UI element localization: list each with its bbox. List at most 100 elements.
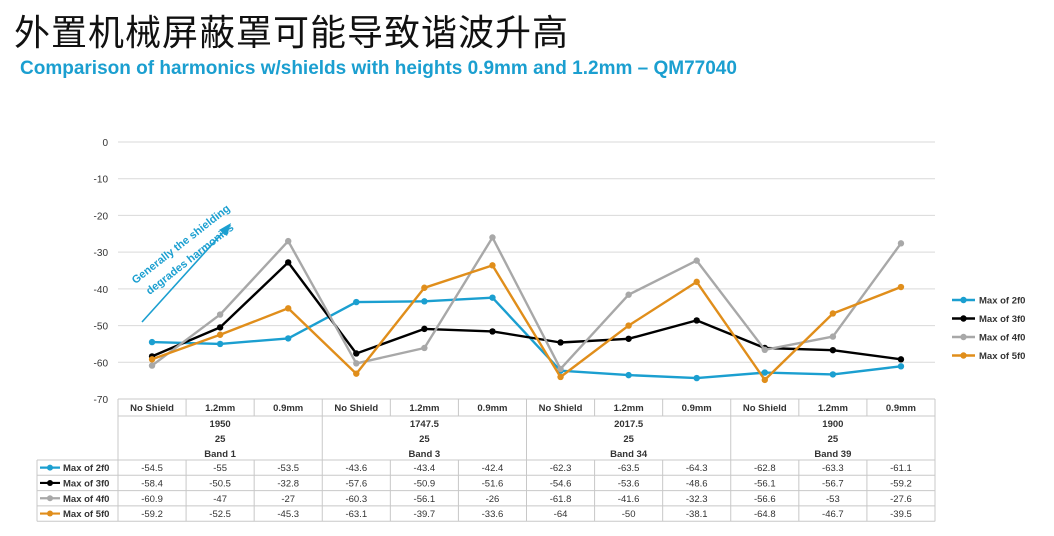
legend-marker-key xyxy=(960,352,967,359)
data-point xyxy=(421,298,428,305)
category-label: No Shield xyxy=(334,403,378,414)
data-point xyxy=(489,262,496,269)
table-cell-value: -57.6 xyxy=(345,478,367,489)
table-row-marker-key xyxy=(47,479,53,486)
table-cell-value: -63.5 xyxy=(618,463,640,474)
group-label-band: Band 3 xyxy=(409,449,441,460)
annotation-arrow xyxy=(141,228,227,323)
data-point xyxy=(489,234,496,241)
group-label-bw: 25 xyxy=(623,434,634,445)
table-cell-value: -52.5 xyxy=(209,509,231,520)
y-axis: 0 -10 -20 -30 -40 -50 -60 -70 xyxy=(94,138,109,406)
table-cell-value: -39.7 xyxy=(414,509,436,520)
data-point xyxy=(897,356,905,363)
table-cell-value: -60.3 xyxy=(345,494,367,505)
data-point xyxy=(421,284,428,291)
table-cell-value: -45.3 xyxy=(277,509,299,520)
data-point xyxy=(353,298,360,306)
data-point xyxy=(285,335,292,342)
table-cell-value: -33.6 xyxy=(482,509,504,520)
table-row-marker-key xyxy=(47,510,53,517)
data-point xyxy=(216,340,224,348)
data-point xyxy=(829,371,837,378)
category-label: 1.2mm xyxy=(818,403,848,414)
data-point xyxy=(897,240,905,247)
y-tick-label: -60 xyxy=(94,358,109,369)
annotation-arrowhead xyxy=(219,223,231,236)
series-line-max-of-5f0 xyxy=(151,264,902,382)
category-label: 0.9mm xyxy=(682,403,712,414)
table-cell-value: -63.3 xyxy=(822,463,844,474)
data-point xyxy=(625,335,632,342)
data-point xyxy=(285,259,292,266)
table-cell-value: -54.6 xyxy=(550,478,572,489)
table-cell-value: -32.8 xyxy=(277,478,299,489)
table-row-marker-key xyxy=(47,495,53,502)
group-label-bw: 25 xyxy=(215,434,226,445)
table-cell-value: -63.1 xyxy=(345,509,367,520)
table-cell-value: -64.3 xyxy=(686,463,708,474)
data-point xyxy=(489,294,496,301)
category-label: 0.9mm xyxy=(273,403,303,414)
data-point xyxy=(693,317,700,324)
group-label-freq: 1900 xyxy=(822,419,843,430)
group-label-freq: 1950 xyxy=(210,419,231,430)
page-subtitle: Comparison of harmonics w/shields with h… xyxy=(20,58,737,79)
annotation: Generally the shielding degrades harmoni… xyxy=(130,203,236,323)
y-tick-label: 0 xyxy=(102,138,108,149)
data-table: No Shield 1.2mm 0.9mm No Shield 1.2mm 0.9mm No… xyxy=(36,398,936,522)
table-cell-value: -59.2 xyxy=(890,478,912,489)
series-line-max-of-4f0 xyxy=(151,236,902,371)
y-tick-label: -70 xyxy=(94,395,109,406)
data-point xyxy=(897,363,905,370)
legend-label: Max of 3f0 xyxy=(979,314,1025,325)
legend-marker-key xyxy=(960,296,967,304)
category-label: No Shield xyxy=(130,403,174,414)
table-row-label: Max of 3f0 xyxy=(63,478,109,489)
table-cell-value: -50.9 xyxy=(414,478,436,489)
group-label-band: Band 39 xyxy=(814,449,851,460)
data-point xyxy=(216,311,224,318)
group-label-bw: 25 xyxy=(828,434,839,445)
table-cell-value: -64.8 xyxy=(754,509,776,520)
data-point xyxy=(421,344,428,352)
data-point xyxy=(557,339,564,346)
data-point xyxy=(625,291,632,298)
y-tick-label: -10 xyxy=(94,175,109,186)
table-cell-value: -62.8 xyxy=(754,463,776,474)
legend-marker-key xyxy=(960,333,967,341)
data-point xyxy=(693,257,700,264)
data-point xyxy=(625,322,632,329)
table-row-label: Max of 5f0 xyxy=(63,509,109,520)
table-cell-value: -56.1 xyxy=(414,494,436,505)
table-row-label: Max of 4f0 xyxy=(63,494,109,505)
table-cell-value: -56.1 xyxy=(754,478,776,489)
legend-label: Max of 5f0 xyxy=(979,351,1025,362)
table-cell-value: -50 xyxy=(622,509,636,520)
table-cell-value: -60.9 xyxy=(141,494,163,505)
data-point xyxy=(421,325,428,333)
table-cell-value: -56.6 xyxy=(754,494,776,505)
legend-label: Max of 4f0 xyxy=(979,333,1025,344)
group-label-band: Band 34 xyxy=(610,449,648,460)
table-cell-value: -54.5 xyxy=(141,463,163,474)
table-cell-value: -53.5 xyxy=(277,463,299,474)
legend-marker-key xyxy=(960,315,967,322)
table-cell-value: -43.4 xyxy=(414,463,436,474)
table-cell-value: -27.6 xyxy=(890,494,912,505)
table-cell-value: -48.6 xyxy=(686,478,708,489)
table-cell-value: -58.4 xyxy=(141,478,163,489)
grid-lines xyxy=(118,141,935,363)
data-point xyxy=(897,283,905,291)
table-cell-value: -42.4 xyxy=(482,463,504,474)
table-cell-value: -46.7 xyxy=(822,509,844,520)
table-cell-value: -62.3 xyxy=(550,463,572,474)
category-label: 0.9mm xyxy=(886,403,916,414)
data-point xyxy=(353,360,360,367)
data-point xyxy=(353,350,360,357)
category-label: 0.9mm xyxy=(477,403,507,414)
category-label: No Shield xyxy=(743,403,787,414)
data-point xyxy=(489,328,496,335)
data-point xyxy=(829,346,837,354)
table-cell-value: -43.6 xyxy=(345,463,367,474)
